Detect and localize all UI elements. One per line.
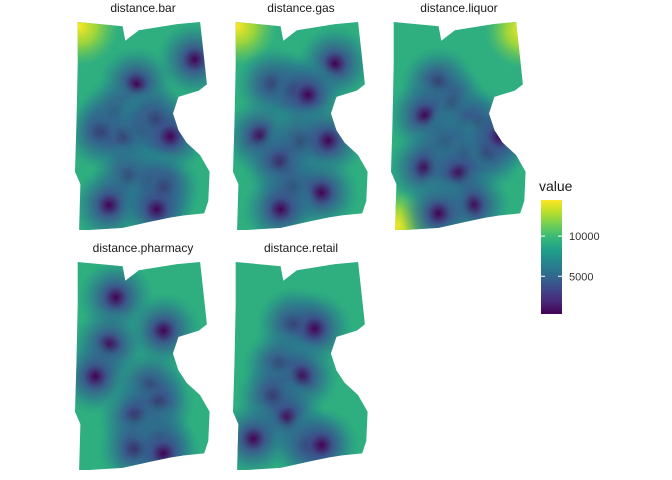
legend-title: value (539, 178, 573, 194)
legend-colorbar (541, 200, 562, 314)
facet-panels: distance.bar distance.gas distance.liquor d… (75, 1, 526, 470)
facet-strip-label: distance.pharmacy (93, 241, 194, 255)
facet-panel-distance-gas: distance.gas (233, 1, 368, 230)
facet-strip-label: distance.gas (267, 1, 334, 15)
low-distance-hotspot (125, 415, 202, 470)
low-distance-hotspot (461, 98, 526, 175)
facet-panel-distance-liquor: distance.liquor (391, 1, 526, 230)
color-legend: value 5000 10000 (539, 178, 600, 314)
low-distance-hotspot (242, 171, 319, 230)
low-distance-hotspot (400, 175, 477, 230)
low-distance-hotspot (118, 171, 195, 230)
facet-panel-distance-retail: distance.retail (233, 241, 368, 470)
low-distance-hotspot (283, 407, 360, 470)
legend-tick-label: 5000 (569, 271, 593, 283)
facet-strip-label: distance.bar (110, 1, 175, 15)
facet-strip-label: distance.retail (264, 241, 338, 255)
facet-panel-distance-bar: distance.bar (75, 1, 210, 230)
facet-panel-distance-pharmacy: distance.pharmacy (75, 241, 210, 470)
facet-strip-label: distance.liquor (420, 1, 497, 15)
legend-tick-label: 10000 (569, 231, 600, 243)
low-distance-hotspot (156, 22, 210, 98)
